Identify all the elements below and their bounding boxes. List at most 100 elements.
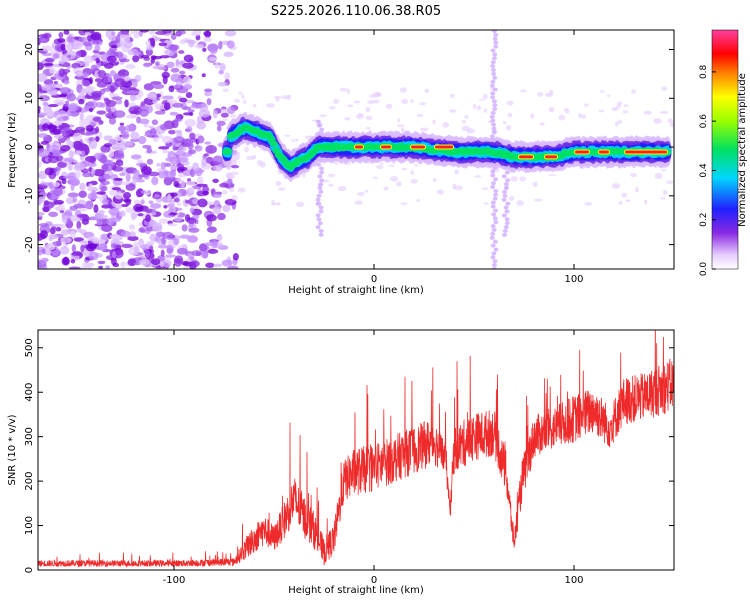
heatmap-cell (76, 213, 89, 218)
heatmap-cell (108, 207, 120, 216)
heatmap-cell (491, 122, 497, 127)
heatmap-cell (490, 110, 496, 115)
heatmap-cell (275, 180, 282, 187)
x-tick-label: -100 (163, 575, 186, 586)
heatmap-cell (114, 51, 124, 59)
heatmap-cell (501, 174, 507, 179)
heatmap-cell (42, 33, 52, 39)
heatmap-cell (490, 64, 496, 69)
heatmap-cell (187, 109, 195, 113)
heatmap-cell (38, 250, 43, 256)
heatmap-cell (226, 265, 239, 269)
heatmap-cell (137, 213, 144, 217)
heatmap-cell (44, 243, 56, 251)
heatmap-cell (38, 173, 42, 178)
heatmap-cell (106, 55, 117, 63)
heatmap-cell (75, 150, 83, 156)
heatmap-cell (55, 227, 62, 232)
heatmap-cell (168, 85, 175, 93)
heatmap-cell (69, 230, 76, 240)
heatmap-cell (150, 258, 161, 265)
heatmap-cell (206, 226, 217, 233)
heatmap-cell (72, 40, 84, 50)
heatmap-cell (582, 114, 586, 120)
heatmap-cell (243, 99, 247, 105)
heatmap-cell (659, 197, 666, 200)
heatmap-cell (70, 179, 80, 186)
heatmap-cell (139, 108, 149, 117)
heatmap-cell (58, 59, 65, 65)
heatmap-cell (39, 95, 50, 102)
heatmap-cell (96, 191, 106, 195)
heatmap-cell (113, 136, 123, 142)
heatmap-cell (103, 97, 109, 102)
heatmap-cell (493, 247, 499, 252)
heatmap-cell (170, 33, 177, 41)
heatmap-cell (63, 80, 70, 85)
heatmap-cell (490, 173, 496, 178)
heatmap-cell (58, 31, 64, 39)
heatmap-cell (94, 152, 102, 160)
heatmap-cell (114, 191, 123, 200)
heatmap-cell (109, 70, 116, 77)
heatmap-cell (51, 120, 63, 126)
heatmap-cell (134, 246, 140, 255)
heatmap-cell (59, 210, 65, 214)
heatmap-cell (46, 109, 54, 118)
heatmap-cell (82, 132, 95, 136)
heatmap-cell (129, 231, 136, 238)
heatmap-cell (410, 99, 414, 104)
heatmap-cell (111, 165, 124, 172)
heatmap-cell (355, 145, 363, 149)
heatmap-cell (59, 144, 71, 152)
heatmap-cell (229, 187, 235, 193)
heatmap-cell (218, 70, 224, 75)
heatmap-cell (212, 155, 224, 165)
heatmap-cell (273, 95, 282, 99)
heatmap-cell (157, 66, 167, 70)
heatmap-cell (88, 251, 99, 261)
heatmap-cell (563, 108, 568, 112)
heatmap-cell (169, 212, 178, 216)
heatmap-cell (170, 67, 180, 73)
heatmap-cell (60, 236, 72, 244)
heatmap-cell (188, 227, 200, 233)
heatmap-cell (148, 200, 154, 205)
snr-panel: -100 0 100 0 100 200 300 400 500 Height of strai… (7, 329, 675, 596)
heatmap-cell (505, 124, 512, 131)
heatmap-cell (287, 94, 292, 101)
heatmap-cell (110, 243, 117, 249)
heatmap-cell (103, 61, 108, 65)
heatmap-cell (490, 91, 496, 96)
heatmap-cell (133, 32, 140, 39)
heatmap-cell (502, 232, 508, 237)
heatmap-cell (575, 150, 589, 154)
x-tick-label: 100 (564, 274, 583, 285)
heatmap-cell (643, 110, 652, 115)
heatmap-cell (124, 75, 130, 82)
heatmap-cell (318, 205, 324, 210)
heatmap-cell (83, 55, 95, 64)
y-tick-label: 0 (24, 144, 35, 150)
heatmap-cell (130, 131, 140, 140)
heatmap-cell (483, 108, 488, 113)
heatmap-cell (318, 182, 324, 187)
heatmap-cell (155, 61, 160, 66)
colorbar-tick-label: 0.8 (699, 64, 709, 79)
heatmap-cell (503, 225, 509, 230)
heatmap-cell (213, 263, 222, 268)
heatmap-cell (316, 162, 322, 167)
heatmap-cell (501, 213, 507, 218)
heatmap-cell (175, 150, 186, 157)
heatmap-cell (118, 61, 125, 65)
heatmap-cell (124, 99, 129, 108)
heatmap-cell (223, 51, 234, 58)
heatmap-cell (72, 132, 83, 141)
heatmap-cell (396, 181, 402, 187)
heatmap-cell (344, 116, 351, 121)
heatmap-cell (163, 205, 168, 209)
heatmap-cell (110, 44, 117, 48)
heatmap-cell (98, 51, 106, 55)
heatmap-cell (48, 146, 54, 152)
